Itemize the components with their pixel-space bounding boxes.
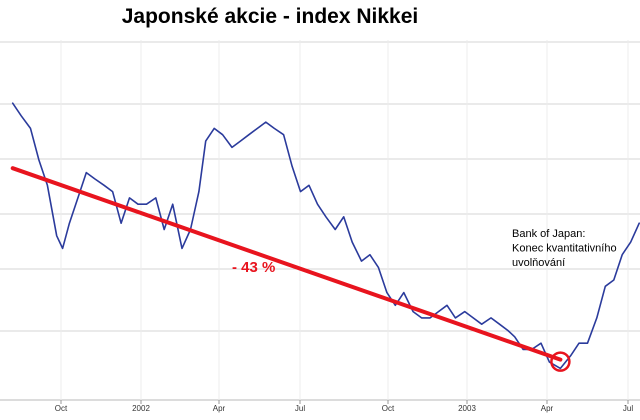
x-tick-label: Oct — [55, 404, 68, 413]
grid-lines — [0, 40, 640, 401]
boj-annotation-line: uvolňování — [512, 257, 565, 269]
boj-annotation-line: Bank of Japan: — [512, 228, 585, 240]
x-tick-label: 2003 — [458, 404, 476, 413]
series-layer — [10, 102, 640, 370]
x-tick-label: Apr — [213, 404, 226, 413]
low-point-marker-circle — [550, 351, 571, 372]
x-tick-label: Oct — [382, 404, 395, 413]
x-tick-label: Jul — [623, 404, 633, 413]
chart-title: Japonské akcie - index Nikkei — [121, 5, 419, 28]
x-tick-label: Apr — [541, 404, 554, 413]
x-tick-label: Jul — [295, 404, 305, 413]
x-tick-label: 2002 — [132, 404, 150, 413]
boj-annotation-line: Konec kvantitativního — [512, 243, 617, 255]
trend-line — [10, 166, 563, 362]
decline-percent-label: - 43 % — [232, 259, 275, 276]
x-axis-ticks: Oct 2002 Apr Jul Oct 2003 Apr Jul — [55, 400, 633, 413]
annotation-layer: - 43 % Bank of Japan: Konec kvantitativníh… — [232, 228, 617, 372]
